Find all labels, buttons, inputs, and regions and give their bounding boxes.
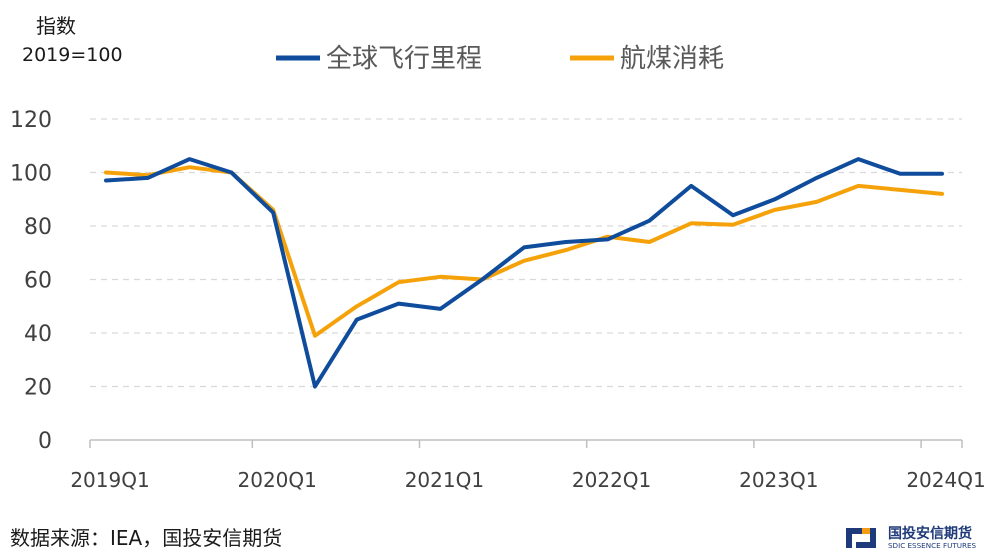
- base-year-label: 2019=100: [22, 44, 123, 66]
- logo-name-cn: 国投安信期货: [888, 526, 972, 542]
- y-tick-label: 20: [24, 376, 52, 401]
- x-tick-label: 2024Q1: [906, 468, 985, 492]
- y-tick-label: 60: [24, 269, 52, 294]
- legend-label: 航煤消耗: [620, 44, 724, 74]
- x-axis: 2019Q1 2020Q1 2021Q1 2022Q1 2023Q1 2024Q1: [70, 439, 986, 492]
- y-tick-label: 120: [10, 108, 52, 133]
- company-logo: 国投安信期货 SDIC ESSENCE FUTURES: [842, 522, 1002, 554]
- logo-name-en: SDIC ESSENCE FUTURES: [888, 541, 977, 550]
- x-tick-label: 2021Q1: [405, 468, 484, 492]
- y-unit-label: 指数: [36, 14, 76, 38]
- logo-mark-icon: [846, 528, 876, 548]
- series-line: [104, 165, 944, 338]
- x-tick-label: 2022Q1: [572, 468, 651, 492]
- legend: 全球飞行里程 航煤消耗: [276, 44, 724, 74]
- x-tick-label: 2020Q1: [238, 468, 317, 492]
- y-tick-label: 0: [38, 429, 52, 454]
- y-tick-label: 100: [10, 162, 52, 187]
- x-tick-label: 2023Q1: [739, 468, 818, 492]
- series-line: [104, 157, 944, 389]
- series-lines: [104, 157, 944, 389]
- y-tick-label: 80: [24, 215, 52, 240]
- legend-label: 全球飞行里程: [326, 44, 482, 74]
- y-tick-label: 40: [24, 322, 52, 347]
- source-note: 数据来源：IEA，国投安信期货: [10, 526, 283, 550]
- y-axis: 0 20 40 60 80 100 120: [10, 108, 52, 454]
- grid-lines: [90, 118, 962, 388]
- x-tick-label: 2019Q1: [70, 468, 149, 492]
